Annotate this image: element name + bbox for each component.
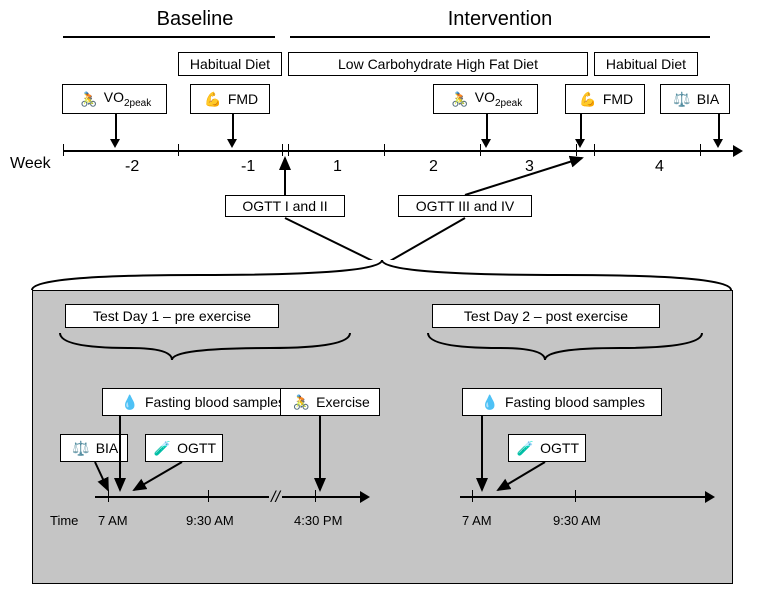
drop-icon: 💧	[119, 394, 141, 411]
tick	[472, 490, 473, 502]
tick	[315, 490, 316, 502]
arrow-shaft	[115, 114, 117, 140]
vo2-label-2: VO2peak	[475, 89, 522, 109]
day1-bia-label: BIA	[96, 440, 119, 456]
intervention-header: Intervention	[400, 8, 600, 31]
ogtt-box-1: OGTT I and II	[225, 195, 345, 217]
arrow-shaft	[232, 114, 234, 140]
day1-exercise-label: Exercise	[316, 394, 370, 410]
tick	[208, 490, 209, 502]
week-label: 1	[333, 158, 342, 176]
cycle-icon: 🚴	[78, 91, 100, 108]
day1-title: Test Day 1 – pre exercise	[65, 304, 279, 328]
tick-label: 7 AM	[98, 513, 128, 528]
phase-habitual-1: Habitual Diet	[178, 52, 282, 76]
day2-ogtt-label: OGTT	[540, 440, 579, 456]
tick	[384, 144, 385, 156]
tick-label: 4:30 PM	[294, 513, 342, 528]
fmd-label-2: FMD	[603, 91, 633, 107]
cycle-icon: 🚴	[290, 394, 312, 411]
day2-fasting-label: Fasting blood samples	[505, 394, 645, 410]
phase-habitual-2: Habitual Diet	[594, 52, 698, 76]
day1-axis-arrow	[360, 491, 370, 503]
tick	[63, 144, 64, 156]
drop-icon: 💧	[479, 394, 501, 411]
tick-label: 9:30 AM	[186, 513, 234, 528]
baseline-header: Baseline	[115, 8, 275, 31]
day2-axis-arrow	[705, 491, 715, 503]
week-label: 4	[655, 158, 664, 176]
tick	[700, 144, 701, 156]
day2-ogtt: 🧪 OGTT	[508, 434, 586, 462]
arm-icon: 💪	[577, 91, 599, 108]
arm-icon: 💪	[202, 91, 224, 108]
scale-icon: ⚖️	[70, 440, 92, 457]
tick	[282, 144, 283, 156]
axis-arrow-right	[733, 145, 743, 157]
day2-title: Test Day 2 – post exercise	[432, 304, 660, 328]
week-label: 3	[525, 158, 534, 176]
event-fmd-2: 💪 FMD	[565, 84, 645, 114]
tick	[594, 144, 595, 156]
scale-icon: ⚖️	[671, 91, 693, 108]
day1-exercise: 🚴 Exercise	[280, 388, 380, 416]
tube-icon: 🧪	[515, 440, 536, 457]
week-label: -2	[125, 158, 139, 176]
event-vo2-1: 🚴 VO2peak	[62, 84, 167, 114]
baseline-bar	[63, 36, 275, 38]
event-fmd-1: 💪 FMD	[190, 84, 270, 114]
event-bia-top: ⚖️ BIA	[660, 84, 730, 114]
day1-ogtt-label: OGTT	[177, 440, 216, 456]
day1-axis	[95, 496, 360, 498]
vo2-label-1: VO2peak	[104, 89, 151, 109]
time-label-d1: Time	[50, 513, 78, 528]
arrow-head	[481, 139, 491, 148]
panel-brace	[0, 255, 763, 295]
ogtt-box-2: OGTT III and IV	[398, 195, 532, 217]
tick	[108, 490, 109, 502]
day1-brace	[0, 330, 763, 370]
bia-label-top: BIA	[697, 91, 720, 107]
tick	[576, 144, 577, 156]
axis-break: //	[269, 489, 282, 507]
fmd-label-1: FMD	[228, 91, 258, 107]
arrow-shaft	[580, 114, 582, 140]
tick	[288, 144, 289, 156]
tick	[575, 490, 576, 502]
arrow-head	[227, 139, 237, 148]
tick-label: 9:30 AM	[553, 513, 601, 528]
day1-fasting: 💧 Fasting blood samples	[102, 388, 302, 416]
week-axis-label: Week	[10, 155, 51, 173]
tick	[178, 144, 179, 156]
week-label: -1	[241, 158, 255, 176]
arrow-shaft	[486, 114, 488, 140]
intervention-bar	[290, 36, 710, 38]
cycle-icon: 🚴	[449, 91, 471, 108]
tube-icon: 🧪	[152, 440, 173, 457]
phase-lchf: Low Carbohydrate High Fat Diet	[288, 52, 588, 76]
week-axis-line	[63, 150, 733, 152]
day2-fasting: 💧 Fasting blood samples	[462, 388, 662, 416]
tick-label: 7 AM	[462, 513, 492, 528]
tick	[480, 144, 481, 156]
arrow-head	[713, 139, 723, 148]
day1-fasting-label: Fasting blood samples	[145, 394, 285, 410]
day1-ogtt: 🧪 OGTT	[145, 434, 223, 462]
arrow-shaft	[718, 114, 720, 140]
day2-axis	[460, 496, 705, 498]
week-label: 2	[429, 158, 438, 176]
event-vo2-2: 🚴 VO2peak	[433, 84, 538, 114]
day1-bia: ⚖️ BIA	[60, 434, 128, 462]
arrow-head	[110, 139, 120, 148]
